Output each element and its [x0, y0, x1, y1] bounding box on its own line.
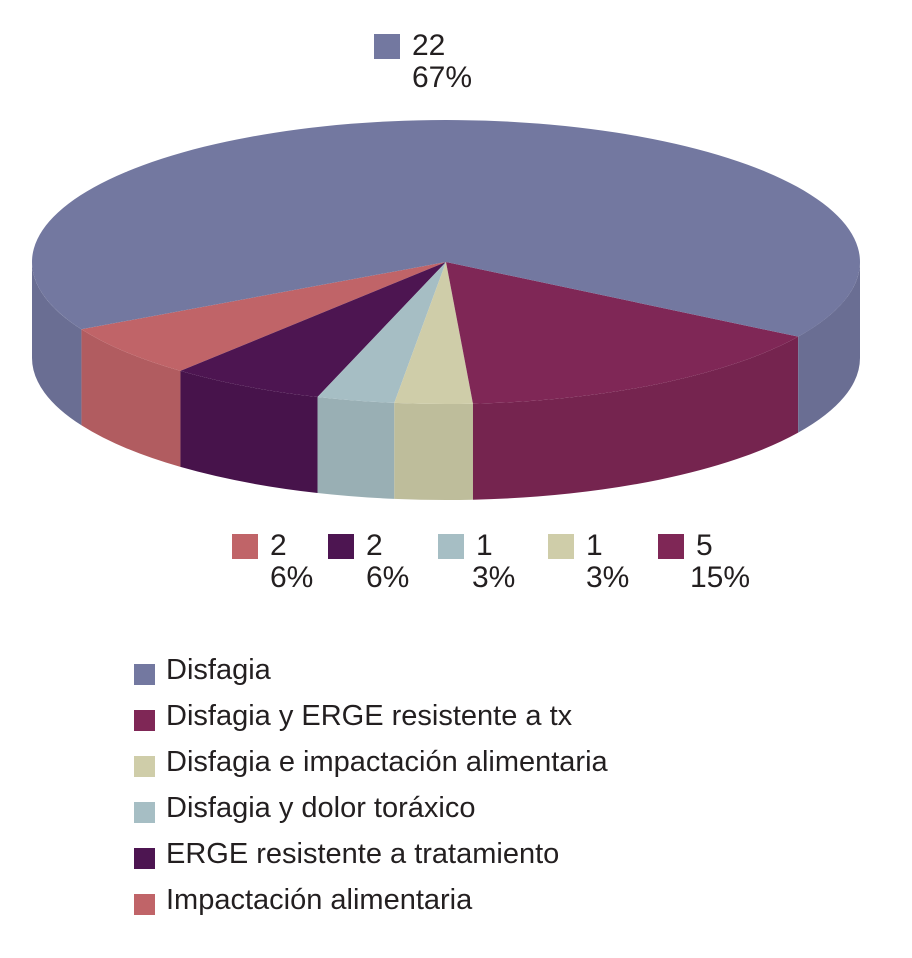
legend-swatch	[134, 848, 155, 869]
data-label-value: 1	[586, 529, 603, 562]
data-label-swatch	[232, 534, 258, 559]
legend-swatch	[134, 894, 155, 915]
pie-side-1-0	[472, 336, 799, 500]
data-label-value: 22	[412, 29, 446, 62]
pie-slice-4	[180, 262, 446, 397]
pie-side-0-1	[32, 262, 82, 426]
pie-slice-0	[31, 119, 861, 337]
legend-swatch	[134, 756, 155, 777]
pie-side-0-0	[798, 262, 860, 433]
pie-slice-2	[394, 262, 473, 404]
data-label-percent: 15%	[690, 561, 751, 594]
data-label-swatch	[548, 534, 574, 559]
legend-label: Impactación alimentaria	[166, 884, 473, 916]
legend-label: Disfagia y ERGE resistente a tx	[166, 700, 573, 732]
data-label-swatch	[328, 534, 354, 559]
legend-swatch	[134, 664, 155, 685]
data-label-value: 5	[696, 529, 713, 562]
data-label-swatch	[438, 534, 464, 559]
data-label-value: 1	[476, 529, 493, 562]
data-label-percent: 6%	[366, 561, 410, 594]
legend-label: Disfagia	[166, 654, 271, 686]
pie-slice-1	[446, 262, 799, 404]
data-label-swatch	[374, 34, 400, 59]
data-label-swatch	[658, 534, 684, 559]
legend-swatch	[134, 710, 155, 731]
pie-side-4-0	[180, 370, 318, 493]
data-label-value: 2	[270, 529, 287, 562]
data-label-percent: 3%	[586, 561, 630, 594]
legend-swatch	[134, 802, 155, 823]
pie-side-5-0	[81, 329, 181, 467]
data-label-percent: 3%	[472, 561, 516, 594]
pie-side-3-0	[317, 396, 395, 499]
pie-slice-3	[317, 262, 446, 403]
data-label-percent: 67%	[412, 61, 473, 94]
pie-slice-5	[81, 262, 447, 371]
legend-label: Disfagia e impactación alimentaria	[166, 746, 608, 778]
data-label-percent: 6%	[270, 561, 314, 594]
pie-side-2-0	[394, 402, 473, 500]
data-label-value: 2	[366, 529, 383, 562]
legend-label: ERGE resistente a tratamiento	[166, 838, 560, 870]
legend-label: Disfagia y dolor toráxico	[166, 792, 476, 824]
